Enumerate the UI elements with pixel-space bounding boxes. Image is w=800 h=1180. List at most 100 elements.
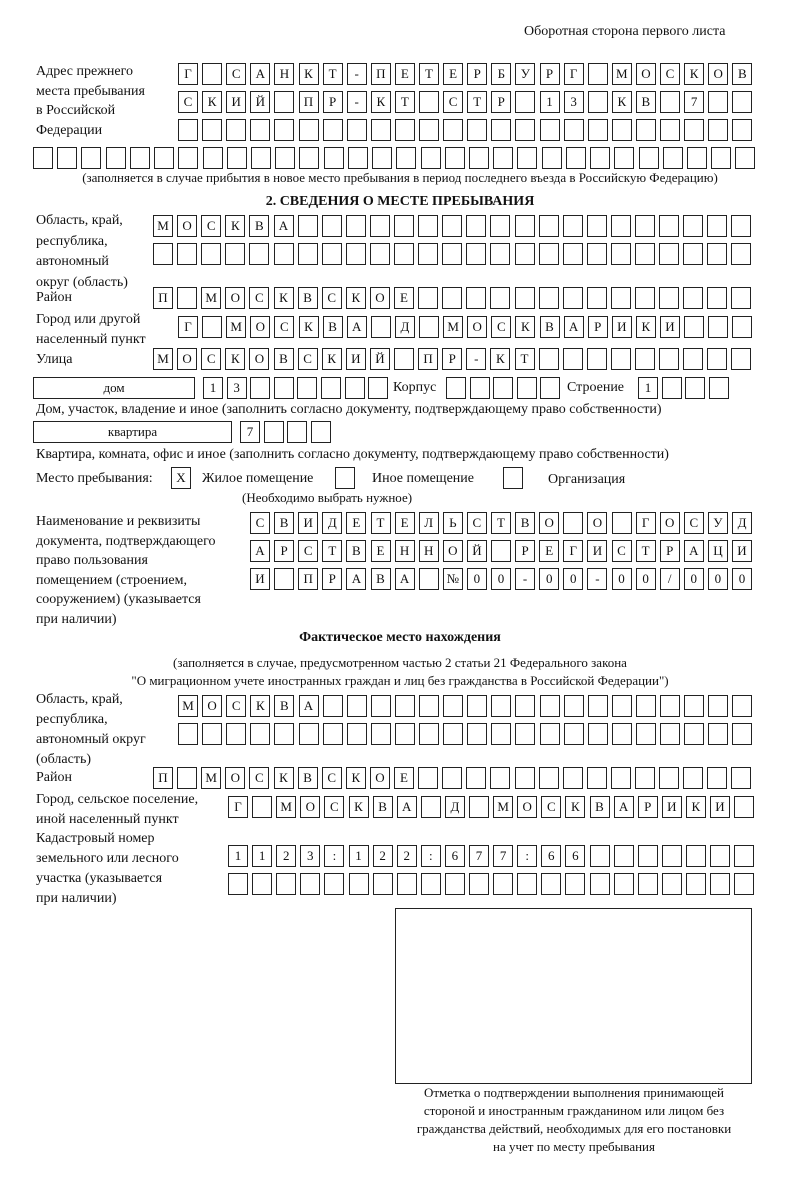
char-box[interactable]: - — [515, 568, 536, 590]
char-box[interactable]: К — [490, 348, 511, 370]
char-box[interactable] — [178, 723, 198, 745]
char-box[interactable]: К — [202, 91, 223, 113]
char-box[interactable]: О — [369, 287, 390, 309]
char-box[interactable]: Е — [394, 512, 415, 534]
char-box[interactable] — [562, 243, 583, 265]
char-box[interactable]: Е — [370, 540, 391, 562]
char-box[interactable]: А — [346, 568, 367, 590]
char-box[interactable] — [586, 243, 607, 265]
char-box[interactable] — [275, 147, 296, 169]
char-box[interactable] — [372, 873, 393, 895]
char-box[interactable] — [466, 287, 487, 309]
char-box[interactable] — [344, 377, 365, 399]
char-box[interactable]: В — [297, 767, 318, 789]
char-box[interactable]: О — [708, 63, 729, 85]
char-box[interactable]: Т — [322, 63, 343, 85]
char-box[interactable] — [263, 421, 284, 443]
char-box[interactable]: В — [732, 63, 753, 85]
char-box[interactable] — [394, 695, 415, 717]
char-box[interactable] — [81, 147, 102, 169]
char-box[interactable] — [345, 243, 366, 265]
char-box[interactable]: - — [466, 348, 487, 370]
char-box[interactable]: Г — [178, 316, 198, 338]
char-box[interactable] — [684, 723, 705, 745]
char-box[interactable] — [635, 767, 655, 789]
char-box[interactable]: Е — [539, 540, 560, 562]
char-box[interactable]: 3 — [563, 91, 584, 113]
char-box[interactable]: К — [348, 796, 369, 818]
char-box[interactable] — [493, 147, 514, 169]
char-box[interactable] — [178, 147, 199, 169]
char-box[interactable] — [539, 723, 560, 745]
char-box[interactable]: О — [250, 316, 271, 338]
char-box[interactable]: С — [466, 512, 487, 534]
char-box[interactable] — [683, 287, 704, 309]
char-box[interactable] — [310, 421, 331, 443]
char-box[interactable] — [731, 767, 752, 789]
char-box[interactable] — [708, 695, 729, 717]
char-box[interactable] — [589, 873, 610, 895]
char-box[interactable] — [683, 243, 704, 265]
char-box[interactable]: Р — [637, 796, 658, 818]
char-box[interactable]: : — [517, 845, 538, 867]
char-box[interactable] — [226, 723, 247, 745]
char-box[interactable]: Т — [635, 540, 656, 562]
char-box[interactable] — [563, 695, 584, 717]
char-box[interactable] — [274, 568, 295, 590]
char-box[interactable]: У — [707, 512, 728, 534]
char-box[interactable]: М — [276, 796, 297, 818]
char-box[interactable]: О — [539, 512, 560, 534]
char-box[interactable]: Б — [491, 63, 512, 85]
char-box[interactable]: В — [635, 91, 656, 113]
char-box[interactable]: Р — [322, 91, 343, 113]
char-box[interactable] — [226, 119, 247, 141]
char-box[interactable] — [515, 695, 536, 717]
char-box[interactable] — [129, 147, 150, 169]
char-box[interactable] — [587, 63, 608, 85]
char-box[interactable]: 0 — [732, 568, 752, 590]
char-box[interactable] — [490, 287, 511, 309]
char-box[interactable]: 6 — [541, 845, 562, 867]
char-box[interactable] — [443, 695, 464, 717]
char-box[interactable] — [735, 147, 756, 169]
char-box[interactable]: О — [467, 316, 488, 338]
char-box[interactable] — [635, 348, 655, 370]
char-box[interactable]: И — [732, 540, 752, 562]
char-box[interactable]: С — [683, 512, 704, 534]
char-box[interactable] — [273, 377, 294, 399]
char-box[interactable] — [469, 873, 489, 895]
char-box[interactable]: Е — [346, 512, 367, 534]
char-box[interactable]: К — [565, 796, 586, 818]
char-box[interactable]: С — [249, 287, 270, 309]
char-box[interactable]: Й — [250, 91, 271, 113]
char-box[interactable] — [490, 243, 511, 265]
char-box[interactable]: С — [298, 540, 319, 562]
char-box[interactable] — [298, 723, 319, 745]
char-box[interactable]: М — [201, 767, 222, 789]
char-box[interactable]: Т — [322, 540, 343, 562]
char-box[interactable] — [321, 215, 342, 237]
char-box[interactable]: 0 — [611, 568, 632, 590]
char-box[interactable] — [515, 91, 536, 113]
char-box[interactable] — [514, 767, 535, 789]
char-box[interactable]: С — [324, 796, 345, 818]
char-box[interactable]: В — [273, 348, 294, 370]
char-box[interactable] — [538, 348, 559, 370]
char-box[interactable] — [516, 377, 537, 399]
char-box[interactable] — [731, 348, 752, 370]
char-box[interactable]: 6 — [444, 845, 465, 867]
char-box[interactable]: Т — [491, 512, 511, 534]
char-box[interactable]: Г — [228, 796, 248, 818]
char-box[interactable] — [394, 243, 414, 265]
char-box[interactable]: Е — [394, 767, 414, 789]
char-box[interactable] — [297, 243, 318, 265]
char-box[interactable]: С — [226, 63, 247, 85]
char-box[interactable] — [613, 873, 634, 895]
char-box[interactable]: М — [443, 316, 464, 338]
char-box[interactable]: Д — [322, 512, 343, 534]
char-box[interactable] — [659, 348, 680, 370]
char-box[interactable] — [562, 215, 583, 237]
char-box[interactable] — [708, 119, 729, 141]
char-box[interactable] — [348, 873, 369, 895]
char-box[interactable] — [563, 512, 584, 534]
